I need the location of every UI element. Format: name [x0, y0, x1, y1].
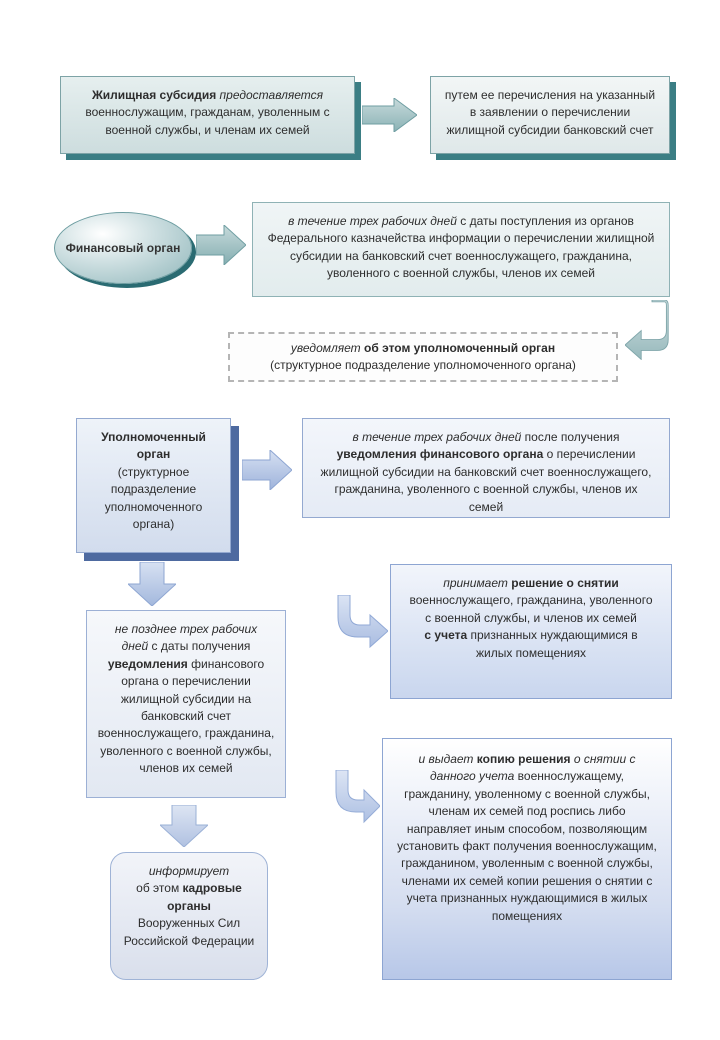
text: после получения [525, 430, 620, 444]
box-within-3days-notification: в течение трех рабочих дней после получе… [302, 418, 670, 518]
box-decision-remove: принимает решение о снятии военнослужаще… [390, 564, 672, 699]
text: информирует [149, 864, 229, 878]
arrow-down-1 [128, 562, 176, 606]
text: с военной службы, и членов их семей [425, 611, 637, 625]
arrow-curve-right-2 [328, 770, 380, 830]
text: уведомления финансового органа [337, 447, 544, 461]
text: финансового органа о перечислении жилищн… [98, 657, 275, 775]
arrow-right-1 [362, 98, 417, 132]
text: не позднее трех рабочих [115, 622, 257, 636]
text: решение о снятии [511, 576, 619, 590]
box-no-later-3days: не позднее трех рабочих дней с даты полу… [86, 610, 286, 798]
box-notifies-authorized: уведомляет об этом уполномоченный орган … [228, 332, 618, 382]
box-subsidy-provided: Жилищная субсидия предоставляется военно… [60, 76, 355, 154]
text: в течение трех рабочих дней [288, 214, 457, 228]
box-by-transfer: путем ее перечисления на указанный в зая… [430, 76, 670, 154]
text: уведомляет [291, 341, 361, 355]
text: путем ее перечисления на указанный в зая… [445, 88, 655, 137]
text: об этом [136, 881, 179, 895]
text: об этом уполномоченный орган [364, 341, 555, 355]
text: предоставляется [220, 88, 324, 102]
box-informs-personnel: информирует об этом кадровые органы Воор… [110, 852, 268, 980]
text: в течение трех рабочих дней [352, 430, 521, 444]
arrow-curve-right-1 [330, 595, 388, 655]
oval-financial-body: Финансовый орган [54, 212, 192, 284]
text: копию решения [477, 752, 571, 766]
text: (структурное подразделение уполномоченно… [105, 465, 203, 531]
text: военнослужащему, гражданину, уволенному … [397, 769, 657, 922]
text: кадровые органы [167, 881, 242, 912]
text: Финансовый орган [66, 241, 181, 255]
text: принимает [443, 576, 508, 590]
arrow-right-3 [242, 450, 292, 490]
text: с учета [424, 628, 467, 642]
text: Вооруженных Сил Российской Федерации [124, 916, 255, 947]
text: военнослужащим, гражданам, уволенным с в… [85, 105, 329, 136]
box-authorized-body: Уполномоченный орган (структурное подраз… [76, 418, 231, 553]
arrow-curve-down-left [625, 300, 673, 360]
text: Жилищная субсидия [92, 88, 216, 102]
text: и выдает [418, 752, 473, 766]
text: признанных нуждающимися в жилых помещени… [470, 628, 637, 659]
box-issues-copy: и выдает копию решения о снятии с данног… [382, 738, 672, 980]
text: с даты получения [152, 639, 251, 653]
text: Уполномоченный орган [101, 430, 206, 461]
box-within-3days-treasury: в течение трех рабочих дней с даты посту… [252, 202, 670, 297]
text: уведомления [108, 657, 188, 671]
arrow-down-2 [160, 805, 208, 847]
text: (структурное подразделение уполномоченно… [270, 358, 576, 372]
text: военнослужащего, гражданина, уволенного [410, 593, 653, 607]
arrow-right-2 [196, 225, 246, 265]
text: дней [122, 639, 149, 653]
